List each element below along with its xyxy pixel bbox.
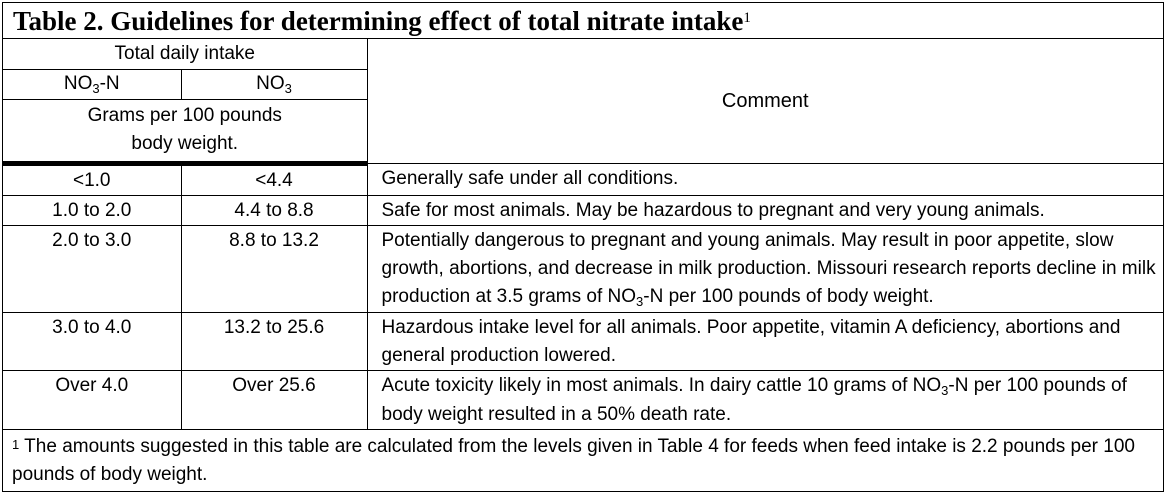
table-row: Over 4.0 Over 25.6 Acute toxicity likely… [3,369,1163,430]
comment-cell: Safe for most animals. May be hazardous … [366,194,1163,226]
comment-cell: Generally safe under all conditions. [366,163,1163,196]
comment-cell: Hazardous intake level for all animals. … [366,311,1163,371]
no3n-cell: 1.0 to 2.0 [3,194,182,226]
footnote-mark: 1 [12,436,20,452]
no3-cell: 13.2 to 25.6 [180,311,368,371]
table-footnote: 1 The amounts suggested in this table ar… [3,428,1163,489]
table-row: 2.0 to 3.0 8.8 to 13.2 Potentially dange… [3,224,1163,313]
comment-header: Comment [366,39,1163,164]
no3n-column-header: NO3-N [3,68,182,100]
no3-cell: Over 25.6 [180,369,368,430]
total-daily-intake-header: Total daily intake [3,39,368,70]
comment-cell: Potentially dangerous to pregnant and yo… [366,224,1163,313]
data-table: Total daily intake Comment NO3-N NO3 Gra… [3,39,1163,489]
table-title-text: Table 2. Guidelines for determining effe… [13,6,744,36]
no3-column-header: NO3 [180,68,367,100]
table-row: 3.0 to 4.0 13.2 to 25.6 Hazardous intake… [3,311,1163,371]
title-footnote-mark: 1 [743,10,751,26]
footnote-text: The amounts suggested in this table are … [12,435,1135,485]
no3n-cell: <1.0 [3,163,182,196]
no3n-cell: 3.0 to 4.0 [3,311,182,371]
comment-cell: Acute toxicity likely in most animals. I… [366,369,1163,430]
no3-cell: 4.4 to 8.8 [180,194,368,226]
table-row: 1.0 to 2.0 4.4 to 8.8 Safe for most anim… [3,194,1163,226]
table-row: <1.0 <4.4 Generally safe under all condi… [3,163,1163,196]
table-title: Table 2. Guidelines for determining effe… [3,3,1163,39]
no3-cell: <4.4 [180,163,368,196]
no3n-cell: Over 4.0 [3,369,182,430]
no3n-cell: 2.0 to 3.0 [3,224,182,313]
units-header: Grams per 100 pounds body weight. [3,98,367,162]
no3-cell: 8.8 to 13.2 [180,224,368,313]
